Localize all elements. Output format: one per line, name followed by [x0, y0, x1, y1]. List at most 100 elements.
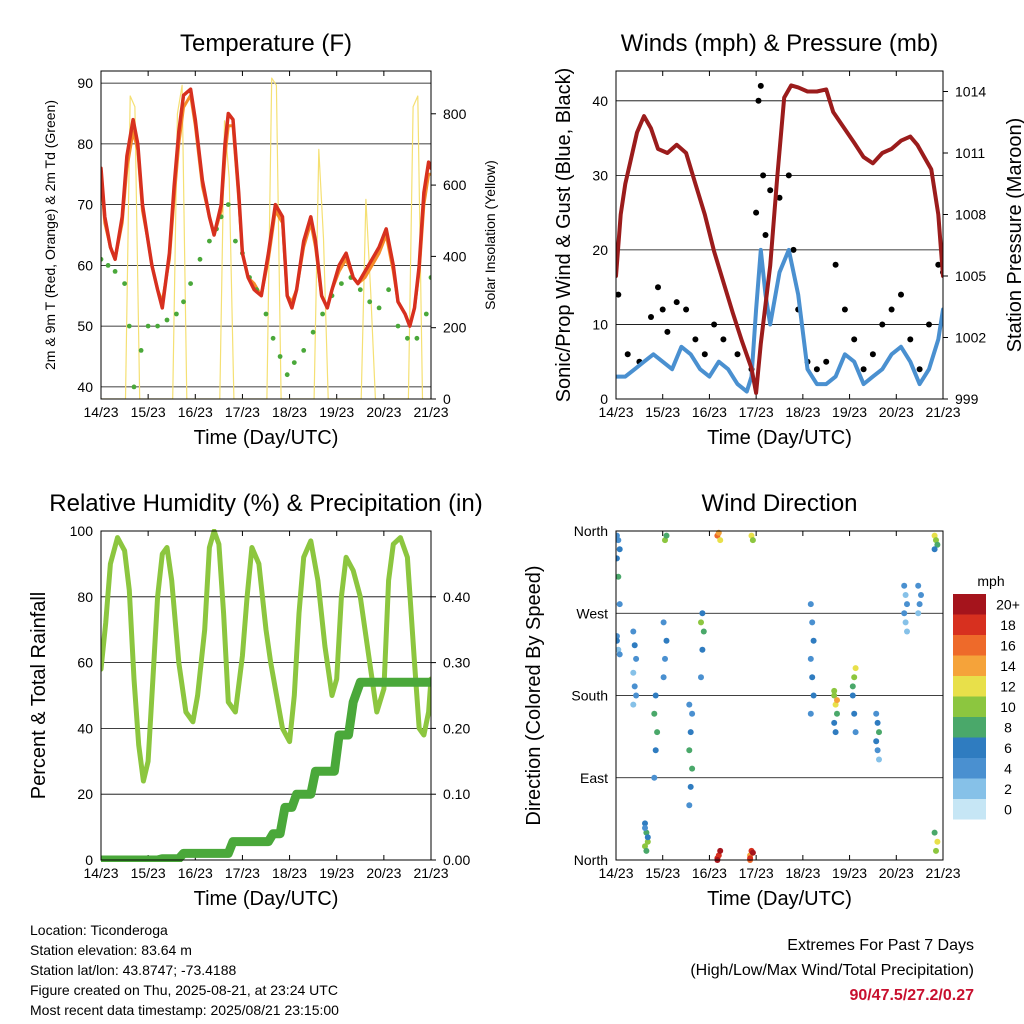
series-relative_humidity	[101, 529, 431, 784]
direction-point	[933, 537, 939, 544]
x-tick-label: 15/23	[131, 865, 166, 881]
y-axis-label: Percent & Total Rainfall	[28, 592, 50, 800]
direction-points	[616, 529, 941, 863]
y-right-tick-label: 0.00	[443, 852, 470, 868]
direction-point	[873, 738, 880, 745]
y-tick-label: North	[574, 523, 608, 539]
y-tick-label: 60	[77, 257, 93, 273]
direction-point	[832, 729, 839, 736]
y-right-tick-label: 0.30	[443, 655, 470, 671]
direction-point	[874, 719, 881, 726]
direction-point	[616, 646, 622, 653]
direction-point	[663, 532, 670, 539]
direction-point	[687, 783, 694, 790]
y-tick-label: 0	[600, 391, 608, 407]
direction-point	[717, 537, 724, 544]
series-dewpoint_2m-point	[414, 335, 420, 341]
chart-title: Winds (mph) & Pressure (mb)	[621, 30, 938, 57]
y-right-tick-label: 0	[443, 391, 451, 407]
colorbar-label: 14	[1000, 658, 1016, 674]
x-tick-label: 18/23	[785, 404, 820, 420]
series-wind_gust-point	[935, 261, 942, 268]
x-axis-label: Time (Day/UTC)	[707, 427, 852, 449]
series-dewpoint_2m-point	[320, 311, 325, 317]
x-tick-label: 21/23	[925, 865, 960, 881]
series-wind_gust-point	[760, 172, 767, 179]
x-tick-label: 17/23	[225, 404, 260, 420]
y-right-tick-label: 200	[443, 320, 467, 336]
x-tick-label: 21/23	[413, 404, 448, 420]
plot-border	[100, 530, 432, 861]
direction-point	[831, 687, 838, 694]
direction-point	[807, 655, 814, 662]
series-dewpoint_2m-point	[405, 335, 410, 341]
x-tick-label: 14/23	[83, 865, 118, 881]
direction-point	[616, 532, 620, 539]
series-wind_gust-point	[841, 306, 848, 313]
station-elevation: Station elevation: 83.64 m	[30, 942, 192, 958]
direction-point	[807, 601, 814, 608]
direction-point	[651, 774, 658, 781]
direction-point	[916, 601, 923, 608]
direction-point	[832, 701, 839, 708]
x-tick-label: 16/23	[178, 865, 213, 881]
direction-point	[852, 665, 859, 672]
x-axis-label: Time (Day/UTC)	[707, 888, 852, 910]
direction-point	[934, 541, 941, 548]
series-temp_9m	[101, 93, 431, 328]
series-wind_gust-point	[673, 299, 680, 306]
series-wind_gust-point	[776, 194, 783, 201]
colorbar-label: 10	[1000, 699, 1016, 715]
direction-point	[660, 674, 667, 681]
series-dewpoint_2m-point	[386, 287, 391, 293]
series-temp_2m	[101, 87, 431, 328]
series-wind_gust-point	[879, 321, 886, 328]
colorbar-swatch	[953, 594, 986, 615]
x-tick-label: 18/23	[272, 404, 307, 420]
series-dewpoint_2m-point	[277, 354, 283, 359]
series-wind_gust-point	[851, 336, 858, 343]
direction-point	[749, 849, 756, 856]
direction-point	[699, 610, 706, 617]
y-tick-label: 40	[592, 93, 608, 109]
colorbar-swatch	[953, 778, 986, 799]
x-tick-label: 19/23	[832, 865, 867, 881]
series-dewpoint_2m-point	[131, 384, 137, 390]
series-dewpoint_2m-point	[339, 281, 344, 286]
series-wind_gust-point	[813, 366, 820, 373]
series-dewpoint_2m-point	[101, 256, 104, 262]
x-axis-label: Time (Day/UTC)	[194, 427, 339, 449]
series-wind_gust-point	[762, 232, 769, 238]
direction-point	[931, 829, 938, 836]
x-axis-label: Time (Day/UTC)	[194, 888, 339, 910]
direction-point	[876, 729, 882, 736]
direction-point	[644, 834, 651, 841]
series-dewpoint_2m-point	[112, 269, 118, 274]
x-tick-label: 18/23	[785, 865, 820, 881]
colorbar-swatch	[953, 717, 986, 738]
x-tick-label: 17/23	[739, 865, 774, 881]
y-tick-label: 0	[85, 852, 93, 868]
plot-border	[100, 70, 432, 400]
direction-point	[630, 669, 637, 676]
colorbar-swatch	[953, 737, 986, 758]
direction-point	[904, 601, 910, 608]
direction-point	[809, 674, 816, 681]
colorbar-title: mph	[977, 573, 1004, 589]
x-tick-label: 19/23	[319, 865, 354, 881]
direction-point	[630, 628, 637, 635]
direction-point	[663, 637, 670, 644]
direction-point	[933, 847, 939, 854]
direction-point	[698, 619, 704, 626]
temperature-panel: Temperature (F) 14/23 15/23 16/23 17/23 18/23…	[42, 30, 498, 449]
direction-point	[689, 765, 696, 772]
direction-point	[660, 619, 667, 626]
direction-point	[698, 674, 704, 681]
series-wind_gust-point	[701, 351, 708, 358]
direction-point	[749, 537, 756, 544]
speed-colorbar: mph 0 2 4 6 8 10 12 14 16 18 20+	[953, 573, 1020, 820]
wind-direction-panel: Wind Direction 14/23 15/23 16/23 17/23 18/23 1…	[523, 490, 1020, 910]
direction-point	[689, 710, 696, 717]
series-wind_gust-point	[711, 321, 718, 328]
series-dewpoint_2m-point	[376, 305, 382, 311]
